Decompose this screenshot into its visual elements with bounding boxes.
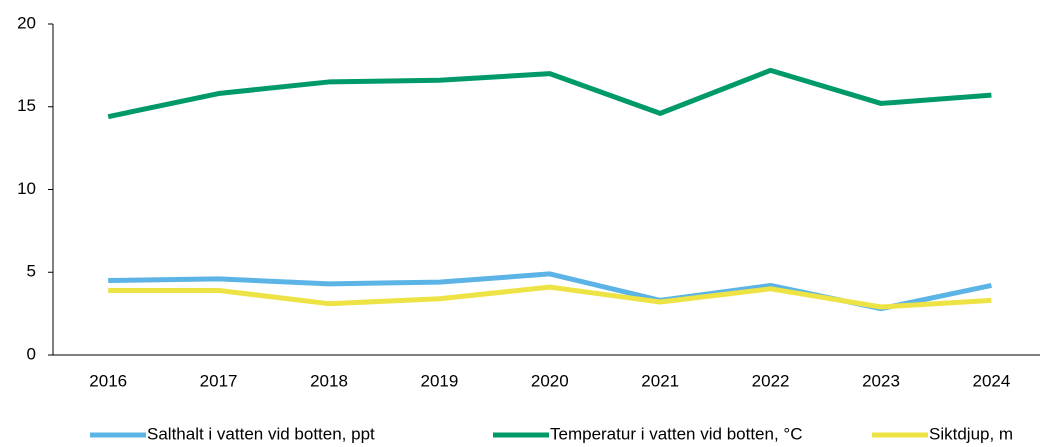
series-line — [107, 67, 992, 120]
y-tick-label: 5 — [27, 262, 36, 281]
y-tick-label: 15 — [17, 96, 36, 115]
x-tick-label: 2019 — [420, 371, 458, 390]
x-tick-label: 2024 — [972, 371, 1010, 390]
y-tick-label: 0 — [27, 344, 36, 363]
x-tick-label: 2018 — [310, 371, 348, 390]
x-tick-label: 2023 — [862, 371, 900, 390]
x-tick-label: 2017 — [200, 371, 238, 390]
y-tick-label: 10 — [17, 179, 36, 198]
legend-label: Temperatur i vatten vid botten, °C — [550, 424, 802, 443]
legend-label: Siktdjup, m — [929, 424, 1013, 443]
x-tick-label: 2022 — [752, 371, 790, 390]
y-tick-label: 20 — [17, 13, 36, 32]
series-line — [108, 284, 992, 310]
legend-label: Salthalt i vatten vid botten, ppt — [147, 424, 375, 443]
x-tick-label: 2020 — [531, 371, 569, 390]
x-tick-label: 2016 — [89, 371, 127, 390]
x-tick-label: 2021 — [641, 371, 679, 390]
